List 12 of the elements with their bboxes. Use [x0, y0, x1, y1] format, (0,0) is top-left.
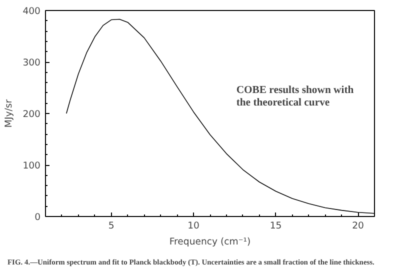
y-tick-label: 400 — [22, 6, 41, 17]
y-tick-label: 300 — [22, 58, 41, 68]
y-axis-title: MJy/sr — [4, 99, 15, 128]
y-tick-label: 0 — [34, 212, 41, 223]
y-tick-label: 200 — [22, 109, 41, 120]
y-tick-label: 100 — [22, 160, 41, 172]
x-tick-label: 20 — [352, 220, 364, 232]
x-tick-label: 15 — [270, 220, 282, 232]
x-tick-label: 5 — [108, 220, 114, 232]
annotation: COBE results shown with the theoretical curve — [236, 84, 354, 109]
x-tick-label: 10 — [188, 220, 200, 232]
x-axis-title: Frequency (cm⁻¹) — [169, 236, 251, 248]
